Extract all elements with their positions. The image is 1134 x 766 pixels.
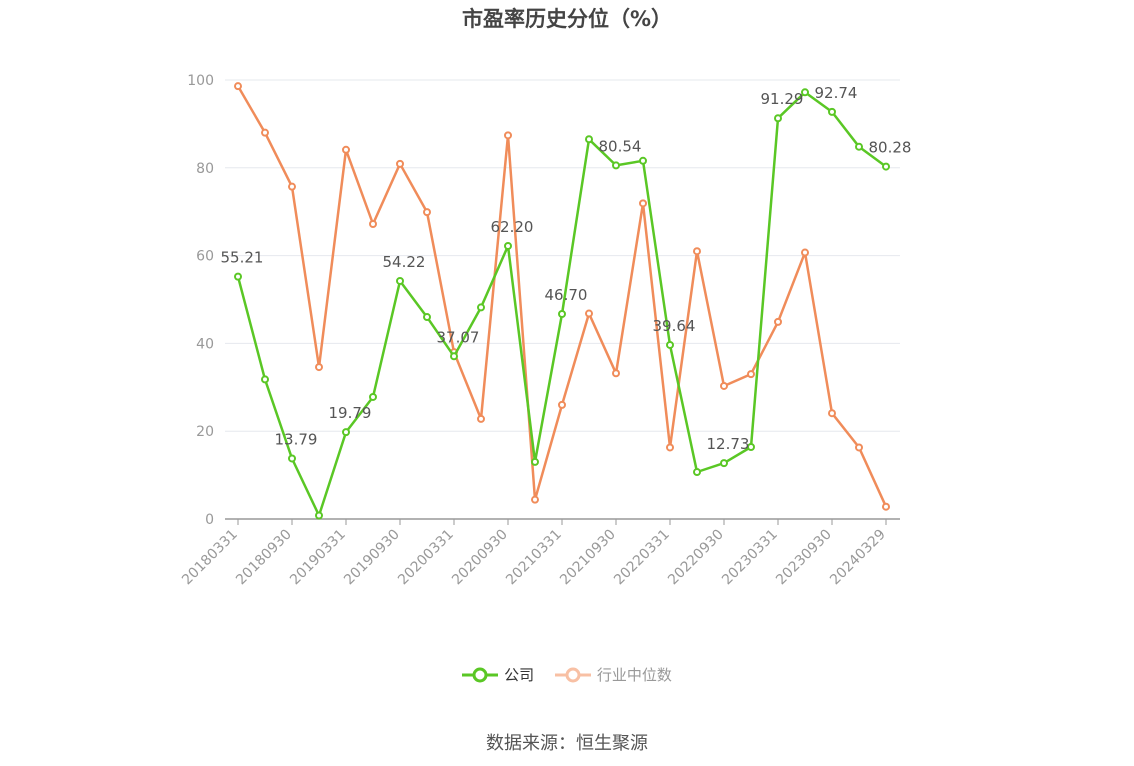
series-0-point-20 (774, 114, 782, 123)
data-label-18: 12.73 (707, 435, 750, 453)
series-1-point-10 (504, 131, 512, 140)
x-tick-label-20190331: 20190331 (287, 527, 349, 589)
data-label-4: 19.79 (329, 404, 372, 422)
series-1-point-23 (855, 443, 863, 452)
data-source: 数据来源：恒生聚源 (486, 733, 648, 754)
legend-item-industry[interactable]: 行业中位数 (554, 664, 672, 685)
series-0-point-4 (342, 428, 350, 437)
series-1-point-7 (423, 208, 431, 217)
x-tick-label-20230331: 20230331 (719, 527, 781, 589)
data-label-24: 80.28 (869, 139, 912, 157)
x-tick-label-20190930: 20190930 (341, 527, 403, 589)
x-tick-label-20230930: 20230930 (773, 527, 835, 589)
series-0-point-2 (288, 454, 296, 463)
x-tick-label-20220331: 20220331 (611, 527, 673, 589)
series-1-point-16 (666, 443, 674, 452)
x-tick-label-20220930: 20220930 (665, 527, 727, 589)
series-1-point-20 (774, 317, 782, 326)
legend: 公司 行业中位数 (0, 664, 1134, 689)
data-label-2: 13.79 (275, 430, 318, 448)
grid-lines (225, 79, 900, 432)
series-group (234, 82, 890, 520)
legend-industry-label: 行业中位数 (596, 666, 672, 684)
legend-item-company[interactable]: 公司 (462, 664, 534, 685)
series-0-point-5 (369, 392, 377, 401)
data-label-6: 54.22 (383, 253, 426, 271)
series-0-point-19 (747, 443, 755, 452)
series-0-point-11 (531, 457, 539, 466)
series-1-point-5 (369, 219, 377, 228)
series-0-point-0 (234, 272, 242, 281)
data-label-0: 55.21 (221, 249, 264, 267)
data-label-22: 92.74 (815, 84, 858, 102)
series-0-point-13 (585, 135, 593, 144)
data-label-14: 80.54 (599, 137, 642, 155)
series-0-point-17 (693, 468, 701, 477)
series-0-point-23 (855, 142, 863, 151)
series-1-point-19 (747, 370, 755, 379)
series-0-point-24 (882, 162, 890, 171)
line-chart: 0 20 40 60 80 100 201803312018093020190331201… (179, 73, 912, 589)
series-0-point-12 (558, 309, 566, 318)
series-1-point-15 (639, 199, 647, 208)
data-label-10: 62.20 (491, 218, 534, 236)
series-0-point-14 (612, 161, 620, 170)
series-1-point-17 (693, 247, 701, 256)
data-labels: 55.21 13.79 19.79 54.22 37.07 62.20 46.70 80.54… (221, 84, 912, 453)
series-0-point-22 (828, 107, 836, 116)
x-tick-label-20210331: 20210331 (503, 527, 565, 589)
x-tick-label-20180930: 20180930 (233, 527, 295, 589)
series-0-point-16 (666, 340, 674, 349)
x-tick-label-20210930: 20210930 (557, 527, 619, 589)
series-1-point-1 (261, 128, 269, 137)
series-1-point-6 (396, 159, 404, 168)
series-1-point-24 (882, 502, 890, 511)
data-label-8: 37.07 (437, 328, 480, 346)
series-1-point-18 (720, 381, 728, 390)
series-0-point-7 (423, 313, 431, 322)
legend-industry-swatch (554, 667, 591, 682)
data-label-16: 39.64 (653, 317, 696, 335)
x-tick-label-20200930: 20200930 (449, 527, 511, 589)
series-1-point-22 (828, 409, 836, 418)
legend-company-swatch (462, 667, 499, 682)
y-tick-label-0: 0 (205, 512, 214, 528)
x-tick-label-20240329: 20240329 (827, 527, 889, 589)
series-1-point-14 (612, 369, 620, 378)
y-axis-ticks: 0 20 40 60 80 100 (187, 73, 214, 528)
series-0-point-8 (450, 352, 458, 361)
data-label-20: 91.29 (761, 90, 804, 108)
legend-company-label: 公司 (504, 666, 535, 684)
series-0-point-1 (261, 375, 269, 384)
y-tick-label-40: 40 (196, 336, 214, 352)
series-0-point-18 (720, 459, 728, 468)
series-1-point-0 (234, 82, 242, 91)
series-1-point-3 (315, 363, 323, 372)
y-tick-label-20: 20 (196, 424, 214, 440)
series-0-point-3 (315, 511, 323, 520)
x-tick-label-20200331: 20200331 (395, 527, 457, 589)
series-0-point-9 (477, 303, 485, 312)
data-label-12: 46.70 (545, 286, 588, 304)
series-0-point-15 (639, 156, 647, 165)
series-1-point-2 (288, 182, 296, 191)
y-tick-label-60: 60 (196, 249, 214, 265)
series-0-point-6 (396, 276, 404, 285)
x-axis: 2018033120180930201903312019093020200331… (179, 518, 900, 589)
series-1-point-21 (801, 248, 809, 257)
series-1-point-12 (558, 400, 566, 409)
series-0-point-21 (801, 88, 809, 97)
x-tick-label-20180331: 20180331 (179, 527, 241, 589)
series-1-point-13 (585, 309, 593, 318)
y-tick-label-80: 80 (196, 161, 214, 177)
series-1-point-4 (342, 145, 350, 154)
series-1-point-11 (531, 495, 539, 504)
series-1-point-9 (477, 414, 485, 423)
y-tick-label-100: 100 (187, 73, 214, 89)
series-0-point-10 (504, 241, 512, 250)
chart-title: 市盈率历史分位（%） (461, 7, 673, 31)
